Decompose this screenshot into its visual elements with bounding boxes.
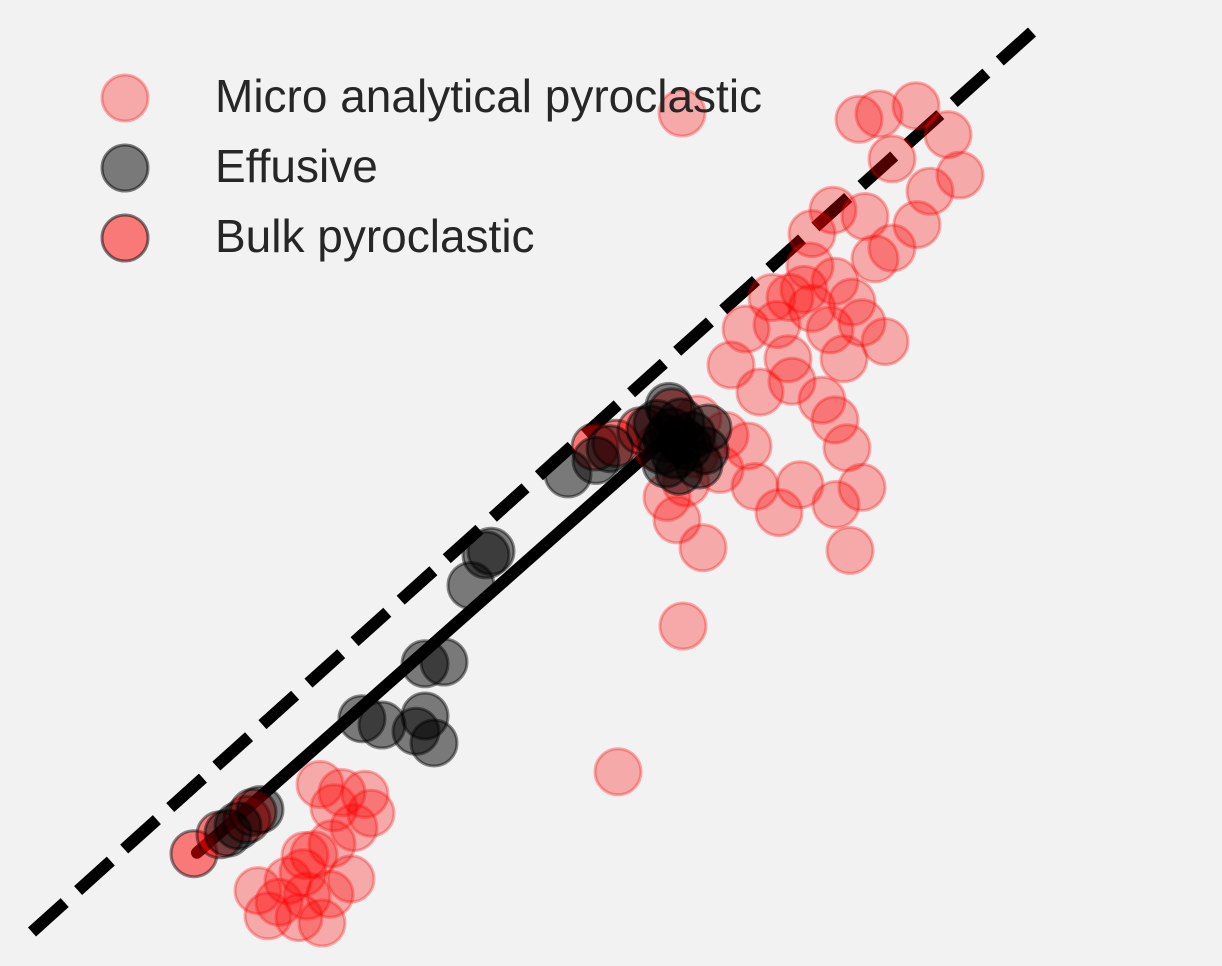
data-point-micro-analytical-pyroclastic [295, 759, 345, 809]
data-point-micro-analytical-pyroclastic [593, 747, 643, 797]
legend-marker-effusive [100, 143, 150, 193]
legend-label-micro-analytical-pyroclastic: Micro analytical pyroclastic [215, 70, 762, 122]
data-point-micro-analytical-pyroclastic [747, 273, 797, 322]
data-point-micro-analytical-pyroclastic [326, 854, 376, 904]
data-point-micro-analytical-pyroclastic [282, 871, 332, 921]
data-point-micro-analytical-pyroclastic [317, 768, 367, 817]
data-point-micro-analytical-pyroclastic [297, 898, 347, 948]
data-point-micro-analytical-pyroclastic [785, 241, 835, 291]
data-point-micro-analytical-pyroclastic [678, 523, 728, 573]
data-point-micro-analytical-pyroclastic [243, 891, 293, 941]
legend-entry-effusive: Effusive [100, 140, 378, 193]
data-point-micro-analytical-pyroclastic [278, 848, 328, 898]
data-point-micro-analytical-pyroclastic [658, 601, 708, 651]
data-point-micro-analytical-pyroclastic [340, 769, 390, 819]
legend-entry-bulk-pyroclastic: Bulk pyroclastic [100, 210, 535, 263]
data-point-micro-analytical-pyroclastic [752, 300, 802, 349]
data-point-micro-analytical-pyroclastic [329, 803, 379, 853]
data-point-micro-analytical-pyroclastic [822, 423, 872, 473]
data-point-effusive [235, 785, 285, 835]
data-point-micro-analytical-pyroclastic [657, 88, 707, 138]
data-point-micro-analytical-pyroclastic [837, 298, 887, 348]
data-point-micro-analytical-pyroclastic [289, 830, 339, 880]
data-point-micro-analytical-pyroclastic [787, 283, 837, 333]
data-point-micro-analytical-pyroclastic [810, 256, 860, 306]
legend-label-effusive: Effusive [215, 140, 378, 192]
data-point-micro-analytical-pyroclastic [860, 317, 910, 367]
data-point-micro-analytical-pyroclastic [779, 264, 829, 314]
data-point-micro-analytical-pyroclastic [797, 375, 847, 425]
data-point-micro-analytical-pyroclastic [834, 94, 884, 144]
data-point-micro-analytical-pyroclastic [891, 81, 941, 131]
data-point-effusive [466, 526, 516, 576]
data-point-micro-analytical-pyroclastic [827, 277, 877, 327]
legend-marker-micro-analytical-pyroclastic [100, 73, 150, 123]
data-point-effusive [637, 426, 687, 475]
data-point-micro-analytical-pyroclastic [263, 856, 313, 906]
legend: Micro analytical pyroclastic Effusive Bu… [100, 70, 762, 263]
data-point-micro-analytical-pyroclastic [233, 866, 283, 916]
data-point-micro-analytical-pyroclastic [787, 209, 837, 259]
data-point-micro-analytical-pyroclastic [730, 462, 780, 511]
data-point-micro-analytical-pyroclastic [765, 273, 815, 322]
data-point-micro-analytical-pyroclastic [706, 340, 756, 390]
data-point-micro-analytical-pyroclastic [825, 525, 875, 575]
data-point-micro-analytical-pyroclastic [837, 462, 887, 512]
data-point-effusive [409, 718, 459, 768]
data-point-micro-analytical-pyroclastic [811, 480, 861, 529]
data-point-micro-analytical-pyroclastic [808, 185, 858, 235]
data-point-micro-analytical-pyroclastic [775, 460, 825, 510]
data-point-micro-analytical-pyroclastic [346, 788, 396, 838]
data-point-micro-analytical-pyroclastic [854, 89, 904, 139]
data-point-micro-analytical-pyroclastic [763, 334, 813, 384]
data-point-micro-analytical-pyroclastic [935, 150, 985, 200]
series-effusive [203, 381, 733, 858]
data-point-micro-analytical-pyroclastic [735, 367, 785, 417]
data-point-micro-analytical-pyroclastic [867, 134, 917, 184]
data-point-micro-analytical-pyroclastic [810, 395, 860, 445]
data-points [169, 81, 985, 948]
data-point-micro-analytical-pyroclastic [805, 305, 855, 355]
data-point-micro-analytical-pyroclastic [819, 334, 869, 384]
legend-marker-bulk-pyroclastic [100, 213, 150, 263]
data-point-effusive [419, 637, 469, 687]
data-point-micro-analytical-pyroclastic [754, 488, 804, 538]
data-point-micro-analytical-pyroclastic [767, 356, 817, 406]
data-point-effusive [585, 424, 635, 474]
data-point-micro-analytical-pyroclastic [850, 234, 900, 284]
legend-entry-micro-analytical-pyroclastic: Micro analytical pyroclastic [100, 70, 762, 123]
data-point-effusive [203, 808, 253, 858]
data-point-micro-analytical-pyroclastic [274, 893, 324, 943]
data-point-micro-analytical-pyroclastic [309, 783, 359, 833]
data-point-micro-analytical-pyroclastic [905, 166, 955, 216]
legend-label-bulk-pyroclastic: Bulk pyroclastic [215, 210, 535, 262]
reference-line-dashed [27, 27, 1037, 937]
data-point-micro-analytical-pyroclastic [307, 819, 357, 869]
data-point-micro-analytical-pyroclastic [721, 304, 771, 354]
data-point-micro-analytical-pyroclastic [254, 877, 304, 927]
data-point-micro-analytical-pyroclastic [652, 495, 702, 545]
data-point-micro-analytical-pyroclastic [280, 831, 330, 880]
data-point-micro-analytical-pyroclastic [305, 869, 355, 919]
data-point-micro-analytical-pyroclastic [840, 192, 890, 241]
data-point-micro-analytical-pyroclastic [892, 200, 942, 250]
data-point-micro-analytical-pyroclastic [867, 223, 917, 273]
data-point-micro-analytical-pyroclastic [923, 110, 973, 160]
